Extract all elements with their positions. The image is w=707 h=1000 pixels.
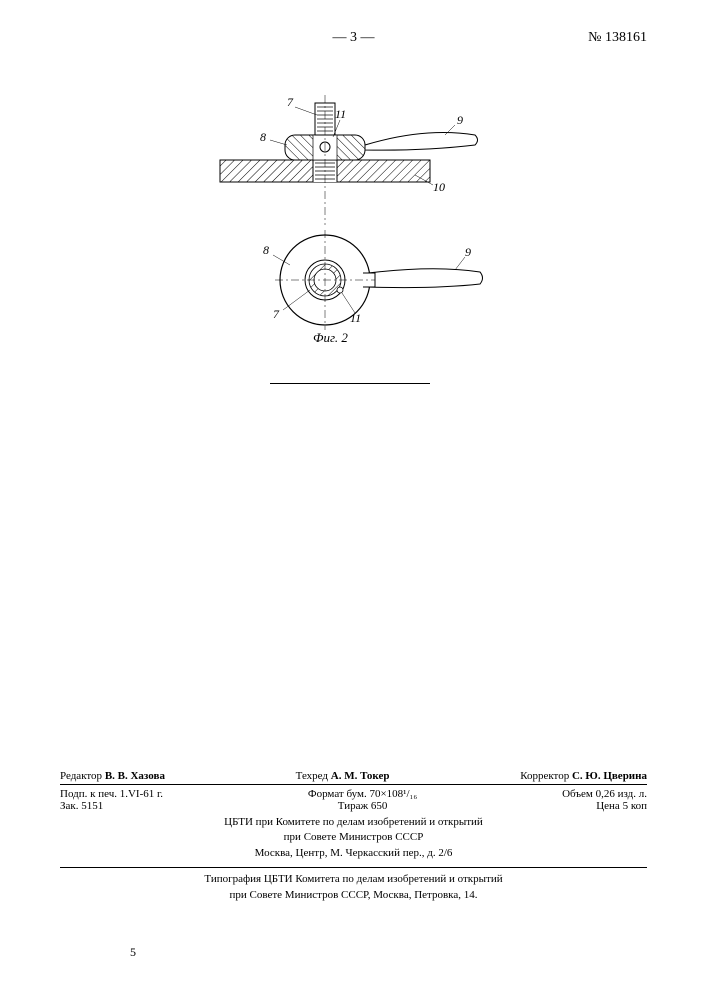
ref-9-top: 9 <box>457 113 463 128</box>
order-number: Зак. 5151 <box>60 800 163 812</box>
sheet-number: 5 <box>130 945 136 960</box>
imprint-specs: Подп. к печ. 1.VI-61 г. Зак. 5151 Формат… <box>60 788 647 812</box>
divider-full <box>60 867 647 868</box>
signed-col: Подп. к печ. 1.VI-61 г. Зак. 5151 <box>60 788 163 812</box>
corrector-name: С. Ю. Цверина <box>572 770 647 782</box>
figure-2: 7 8 11 9 10 8 7 11 9 Фиг. 2 <box>165 85 545 355</box>
org-line-1: ЦБТИ при Комитете по делам изобретений и… <box>60 815 647 830</box>
signed-date: Подп. к печ. 1.VI-61 г. <box>60 788 163 800</box>
ref-11-top: 11 <box>335 107 346 122</box>
tech-label: Техред <box>296 770 328 782</box>
typo-line-2: при Совете Министров СССР, Москва, Петро… <box>60 888 647 903</box>
doc-number: № 138161 <box>588 30 647 46</box>
ref-7-bot: 7 <box>273 307 279 322</box>
corrector-label: Корректор <box>520 770 569 782</box>
ref-9-bot: 9 <box>465 245 471 260</box>
price: Цена 5 коп <box>562 800 647 812</box>
tech-editor: Техред А. М. Токер <box>296 770 390 782</box>
volume: Объем 0,26 изд. л. <box>562 788 647 800</box>
editor-label: Редактор <box>60 770 102 782</box>
ref-10-top: 10 <box>433 180 445 195</box>
volume-col: Объем 0,26 изд. л. Цена 5 коп <box>562 788 647 812</box>
ref-11-bot: 11 <box>350 311 361 326</box>
format-col: Формат бум. 70×108¹/₁₆ Тираж 650 <box>308 788 417 812</box>
ref-8-top: 8 <box>260 130 266 145</box>
paper-format: Формат бум. 70×108¹/₁₆ <box>308 788 417 800</box>
editor-name: В. В. Хазова <box>105 770 165 782</box>
print-run: Тираж 650 <box>308 800 417 812</box>
typo-line-1: Типография ЦБТИ Комитета по делам изобре… <box>60 872 647 887</box>
imprint-credits: Редактор В. В. Хазова Техред А. М. Токер… <box>60 770 647 785</box>
corrector: Корректор С. Ю. Цверина <box>520 770 647 782</box>
imprint-block: Редактор В. В. Хазова Техред А. М. Токер… <box>60 770 647 903</box>
editor: Редактор В. В. Хазова <box>60 770 165 782</box>
org-line-2: при Совете Министров СССР <box>60 830 647 845</box>
tech-name: А. М. Токер <box>331 770 390 782</box>
ref-8-bot: 8 <box>263 243 269 258</box>
typography-block: Типография ЦБТИ Комитета по делам изобре… <box>60 872 647 903</box>
divider-short <box>270 383 430 384</box>
org-line-3: Москва, Центр, М. Черкасский пер., д. 2/… <box>60 846 647 861</box>
ref-7-top: 7 <box>287 95 293 110</box>
publisher-block: ЦБТИ при Комитете по делам изобретений и… <box>60 815 647 861</box>
figure-label: Фиг. 2 <box>313 330 348 346</box>
